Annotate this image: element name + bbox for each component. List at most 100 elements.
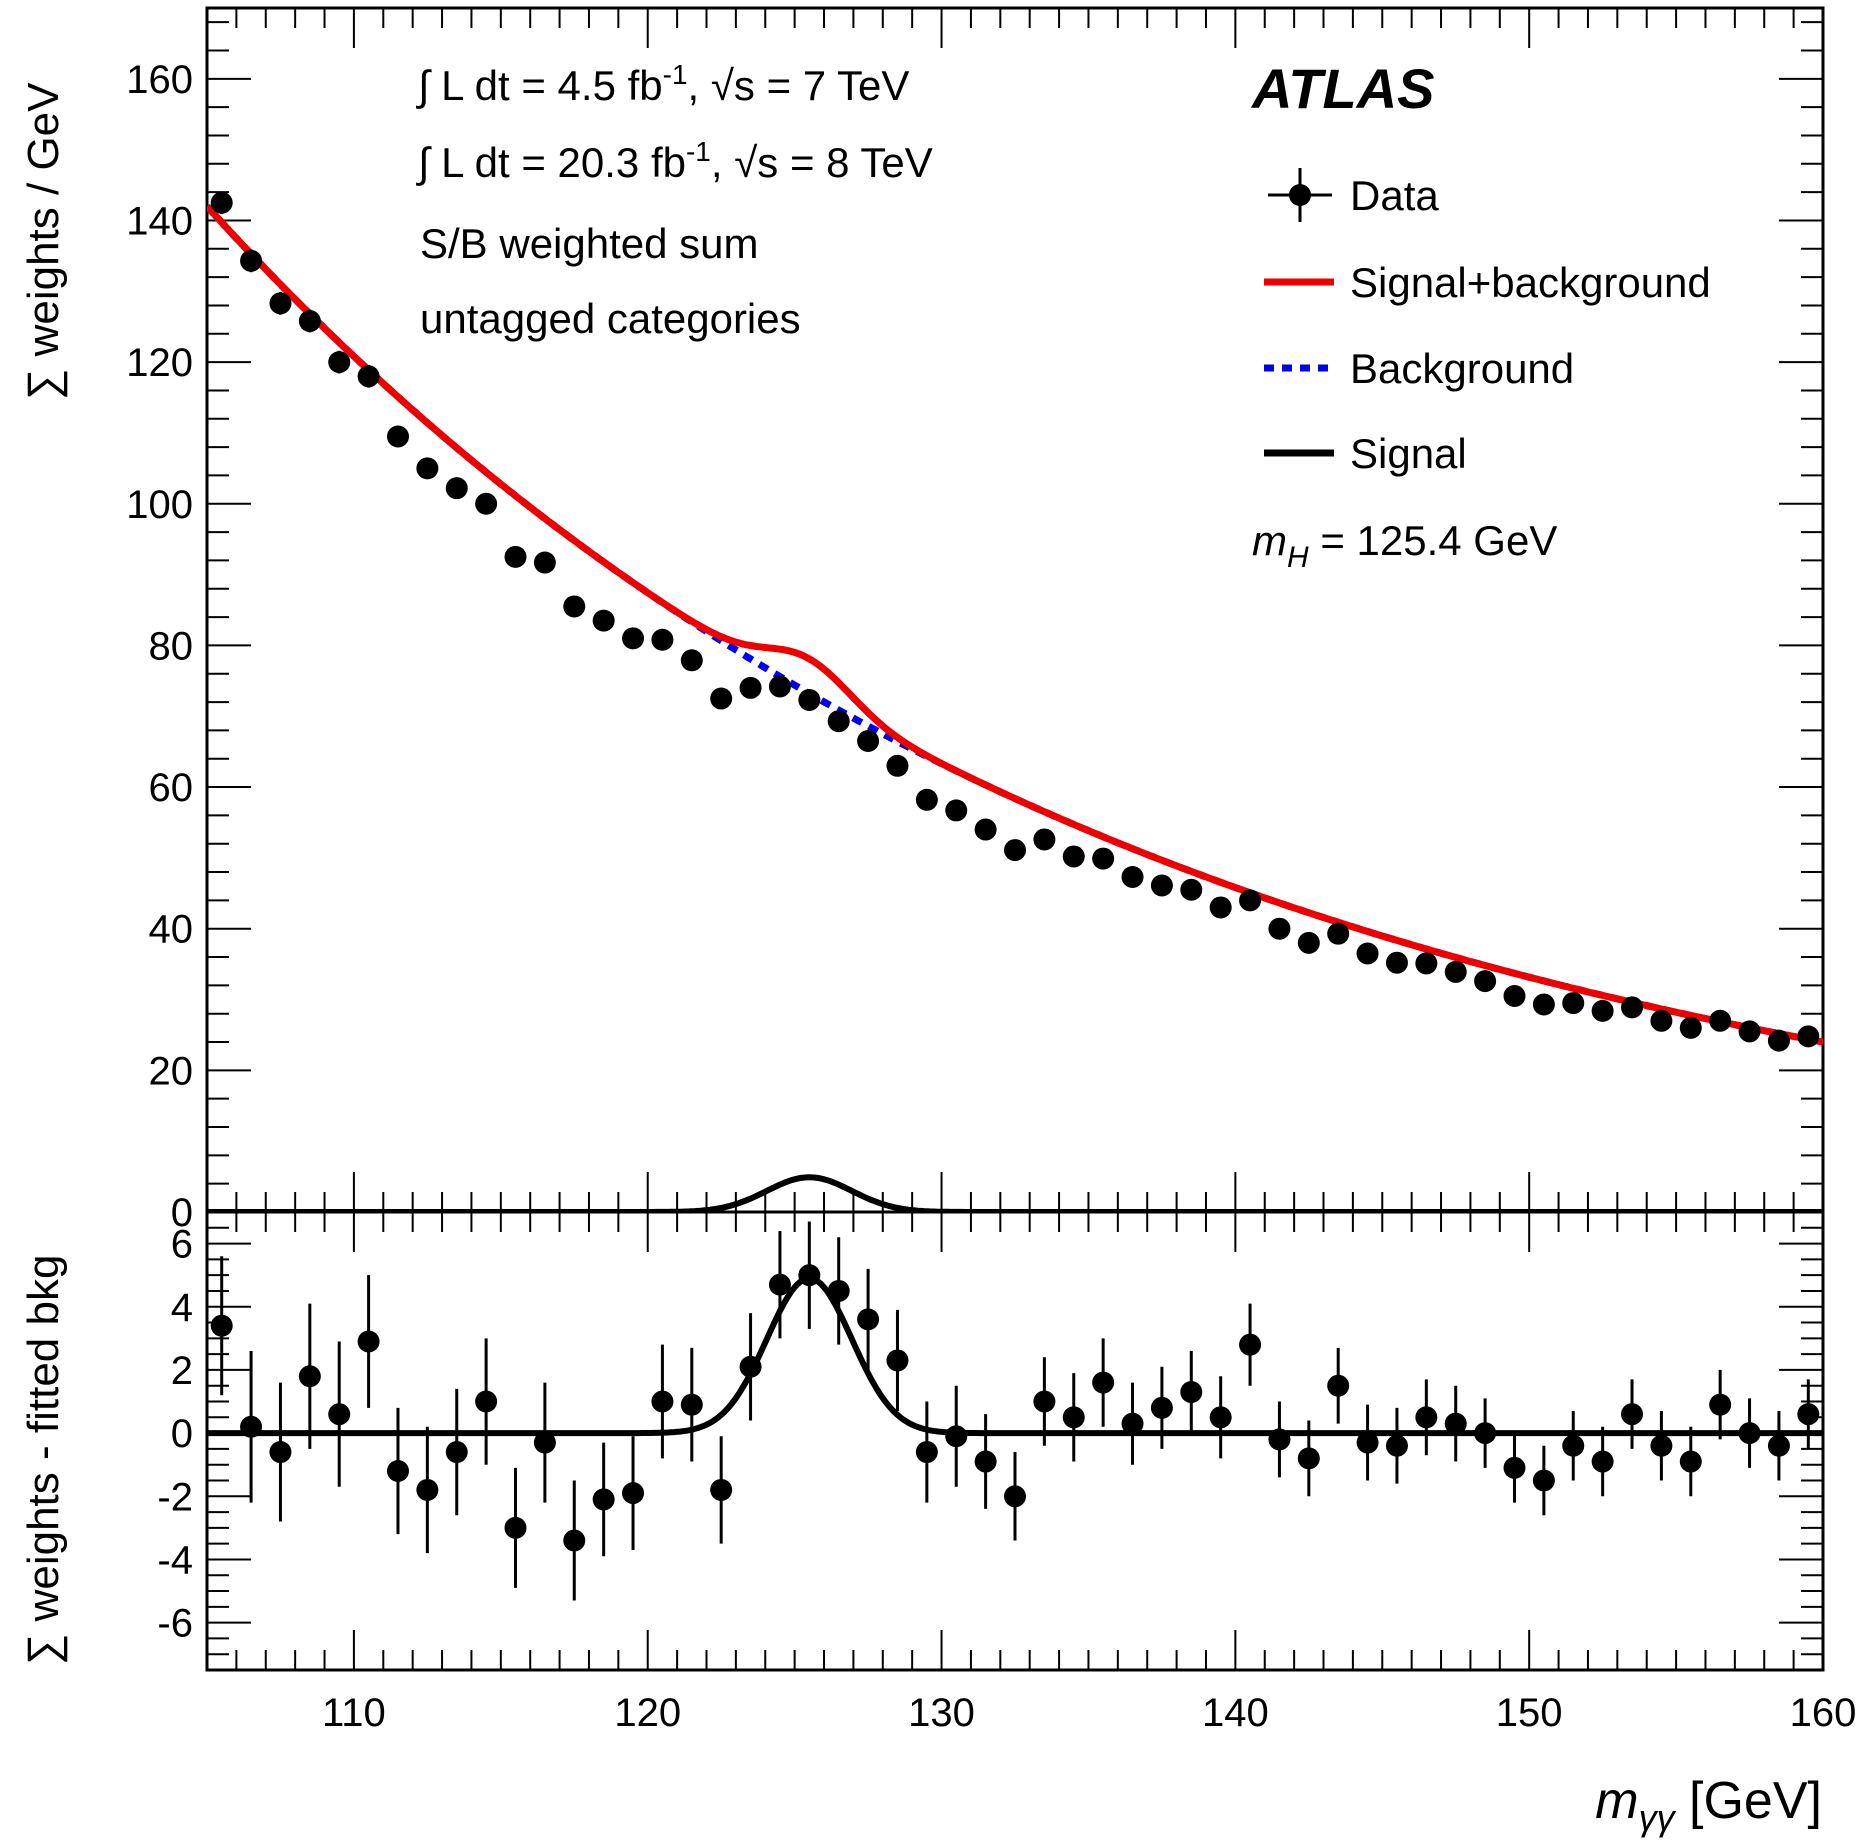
top-data-point [563, 595, 586, 618]
top-data-point [1679, 1016, 1702, 1039]
atlas-logo-label: ATLAS [1250, 57, 1435, 120]
x-tick-label: 130 [908, 1691, 975, 1735]
residual-data-point [269, 1441, 292, 1464]
top-data-point [1062, 845, 1085, 868]
top-data-point [1356, 942, 1379, 965]
residual-data-point [1503, 1456, 1526, 1479]
residual-data-point [945, 1425, 968, 1448]
bottom-y-tick-label: 2 [171, 1349, 193, 1393]
top-data-point [1327, 922, 1350, 945]
top-data-point [1797, 1025, 1820, 1048]
residual-data-point [680, 1393, 703, 1416]
legend-data-marker [1289, 184, 1311, 206]
residual-data-point [974, 1450, 997, 1473]
bottom-data-points [210, 1221, 1820, 1601]
top-data-point [827, 710, 850, 733]
top-data-point [680, 649, 703, 672]
higgs-mass-label: mH = 125.4 GeV [1252, 517, 1557, 574]
x-tick-label: 110 [322, 1691, 386, 1735]
top-data-point [710, 687, 733, 710]
top-data-point [504, 545, 527, 568]
x-tick-label: 120 [614, 1691, 681, 1735]
top-panel-frame [205, 6, 1825, 1214]
top-data-point [622, 627, 645, 650]
residual-data-point [798, 1264, 821, 1287]
top-data-point [1650, 1009, 1673, 1032]
bottom-y-tick-label: -2 [157, 1475, 193, 1519]
top-data-point [328, 351, 351, 374]
top-data-point [1738, 1020, 1761, 1043]
signal-plus-background-curve [207, 203, 1823, 1046]
residual-data-point [1767, 1434, 1790, 1457]
top-data-point [768, 675, 791, 698]
residual-data-point [739, 1355, 762, 1378]
residual-data-point [1415, 1406, 1438, 1429]
bottom-y-tick-label: 0 [171, 1412, 193, 1456]
residual-data-point [1327, 1374, 1350, 1397]
top-data-point [269, 292, 292, 315]
residual-data-point [1621, 1403, 1644, 1426]
legend: Data Signal+background Background Signal [1264, 168, 1711, 477]
residual-data-point [1444, 1412, 1467, 1435]
top-data-point [1562, 992, 1585, 1015]
residual-data-point [1180, 1381, 1203, 1404]
residual-data-point [857, 1308, 880, 1331]
top-y-tick-label: 120 [126, 341, 193, 385]
residual-data-point [1709, 1393, 1732, 1416]
bottom-axis-ticks: 110 120 130 140 150 160 -6 -4 -2 0 2 4 6 [157, 1211, 1857, 1735]
legend-sb-label: Signal+background [1350, 259, 1711, 306]
residual-data-point [240, 1415, 263, 1438]
bottom-model-curves [207, 1275, 1823, 1437]
top-data-points [210, 191, 1820, 1052]
residual-data-point [1650, 1434, 1673, 1457]
x-tick-label: 150 [1496, 1691, 1563, 1735]
residual-data-point [1092, 1371, 1115, 1394]
bottom-y-axis-title: ∑ weights - fitted bkg [19, 1255, 68, 1665]
top-y-tick-label: 160 [126, 58, 193, 102]
top-data-point [1239, 889, 1262, 912]
top-y-axis-title: ∑ weights / GeV [19, 82, 68, 400]
residual-data-point [504, 1516, 527, 1539]
residual-data-point [886, 1349, 909, 1372]
top-data-point [739, 676, 762, 699]
residual-data-point [298, 1365, 321, 1388]
bottom-y-tick-label: 4 [171, 1286, 193, 1330]
residual-data-point [563, 1529, 586, 1552]
top-data-point [651, 628, 674, 651]
residual-data-point [710, 1478, 733, 1501]
x-axis-title: mγγ [GeV] [1595, 1772, 1822, 1838]
top-data-point [1121, 866, 1144, 889]
residual-data-point [1121, 1412, 1144, 1435]
top-data-point [1180, 878, 1203, 901]
residual-data-point [1268, 1428, 1291, 1451]
top-y-tick-label: 0 [171, 1191, 193, 1235]
residual-data-point [1033, 1390, 1056, 1413]
residual-data-point [1209, 1406, 1232, 1429]
residual-data-point [827, 1279, 850, 1302]
top-data-point [1767, 1029, 1790, 1052]
top-data-point [1474, 970, 1497, 993]
x-tick-label: 160 [1790, 1691, 1857, 1735]
residual-data-point [475, 1390, 498, 1413]
top-data-point [1004, 839, 1026, 862]
residual-data-point [445, 1441, 468, 1464]
legend-bkg-label: Background [1350, 345, 1574, 392]
top-y-tick-label: 140 [126, 199, 193, 243]
top-data-point [475, 492, 498, 515]
top-data-point [592, 609, 615, 632]
top-data-point [1150, 874, 1173, 897]
lumi-7tev-label: ∫ L dt = 4.5 fb-1, √s = 7 TeV [416, 59, 909, 109]
residual-data-point [1239, 1333, 1262, 1356]
residual-data-point [1004, 1485, 1026, 1508]
residual-data-point [1474, 1422, 1497, 1445]
top-data-point [886, 754, 909, 777]
residual-data-point [416, 1478, 439, 1501]
top-data-point [1591, 999, 1614, 1022]
top-data-point [1209, 896, 1232, 919]
top-data-point [915, 788, 938, 811]
residual-data-point [622, 1482, 645, 1505]
residual-data-point [768, 1273, 791, 1296]
residual-data-point [1150, 1396, 1173, 1419]
top-y-tick-label: 40 [149, 908, 194, 952]
